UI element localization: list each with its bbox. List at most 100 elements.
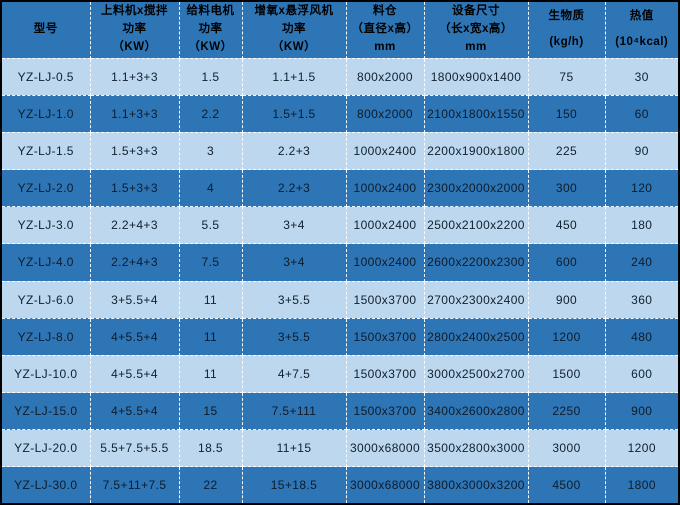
cell-feed-motor-power: 11 (178, 280, 243, 319)
cell-oxygen-fan-power: 7.5+111 (241, 392, 347, 431)
column-header-line: 料仓 (373, 5, 397, 18)
cell-oxygen-fan-power: 3+4 (241, 206, 347, 245)
cell-equipment-size: 3800x3000x3200 (423, 466, 529, 503)
column-header-biomass: 生物质 (kg/h) (527, 2, 606, 59)
cell-hopper-size: 1500x3700 (345, 280, 425, 319)
cell-equipment-size: 2200x1900x1800 (423, 131, 529, 171)
cell-hopper-size: 3000x68000 (345, 429, 425, 468)
cell-heat-value: 480 (604, 317, 678, 356)
table-row: YZ-LJ-0.5 1.1+3+3 1.5 1.1+1.5 800x2000 1800x9… (2, 57, 678, 96)
column-header-model: 型号 (2, 2, 91, 59)
cell-feed-motor-power: 3 (178, 131, 243, 171)
column-header-line: 增氧x悬浮风机 (254, 5, 334, 18)
column-header-line: 设备尺寸 (452, 5, 500, 18)
cell-feed-motor-power: 15 (178, 392, 243, 431)
cell-hopper-size: 1500x3700 (345, 317, 425, 356)
cell-equipment-size: 2100x1800x1550 (423, 94, 529, 133)
cell-heat-value: 240 (604, 243, 678, 282)
cell-biomass: 3000 (527, 429, 606, 468)
cell-hopper-size: 1000x2400 (345, 169, 425, 208)
table-row: YZ-LJ-1.5 1.5+3+3 3 2.2+3 1000x2400 2200x1900… (2, 131, 678, 171)
cell-model: YZ-LJ-15.0 (2, 392, 91, 431)
column-header-oxygen-fan-power: 增氧x悬浮风机 功率 （KW） (241, 2, 347, 59)
table-row: YZ-LJ-3.0 2.2+4+3 5.5 3+4 1000x2400 2500x2100… (2, 206, 678, 245)
cell-biomass: 300 (527, 169, 606, 208)
column-header-line: （KW） (112, 40, 157, 53)
header-row: 型号 上料机x搅拌 功率 （KW） 给料电机 功率 （KW） 增氧x悬浮风机 功率 （KW） 料仓 （… (2, 2, 678, 59)
cell-model: YZ-LJ-3.0 (2, 206, 91, 245)
cell-model: YZ-LJ-0.5 (2, 57, 91, 96)
cell-oxygen-fan-power: 2.2+3 (241, 169, 347, 208)
column-header-line: (10⁴kcal) (615, 36, 669, 49)
column-header-hopper-size: 料仓 （直径x高） mm (345, 2, 425, 59)
spec-table-body: YZ-LJ-0.5 1.1+3+3 1.5 1.1+1.5 800x2000 1800x9… (2, 57, 678, 503)
cell-heat-value: 600 (604, 354, 678, 394)
column-header-line: 功率 (198, 22, 223, 35)
cell-biomass: 1200 (527, 317, 606, 356)
table-row: YZ-LJ-8.0 4+5.5+4 11 3+5.5 1500x3700 2800x240… (2, 317, 678, 356)
cell-hopper-size: 1500x3700 (345, 354, 425, 394)
cell-hopper-size: 1000x2400 (345, 243, 425, 282)
cell-heat-value: 1200 (604, 429, 678, 468)
cell-hopper-size: 3000x68000 (345, 466, 425, 503)
cell-oxygen-fan-power: 4+7.5 (241, 354, 347, 394)
cell-model: YZ-LJ-4.0 (2, 243, 91, 282)
cell-equipment-size: 2800x2400x2500 (423, 317, 529, 356)
cell-equipment-size: 2500x2100x2200 (423, 206, 529, 245)
column-header-line: （直径x高） (351, 22, 419, 35)
cell-model: YZ-LJ-1.0 (2, 94, 91, 133)
cell-biomass: 450 (527, 206, 606, 245)
cell-biomass: 2250 (527, 392, 606, 431)
cell-oxygen-fan-power: 3+4 (241, 243, 347, 282)
cell-hopper-size: 1500x3700 (345, 392, 425, 431)
cell-feeder-mixer-power: 4+5.5+4 (89, 392, 180, 431)
cell-feed-motor-power: 7.5 (178, 243, 243, 282)
cell-heat-value: 900 (604, 392, 678, 431)
cell-model: YZ-LJ-30.0 (2, 466, 91, 503)
cell-feed-motor-power: 11 (178, 317, 243, 356)
cell-heat-value: 360 (604, 280, 678, 319)
cell-heat-value: 180 (604, 206, 678, 245)
table-row: YZ-LJ-2.0 1.5+3+3 4 2.2+3 1000x2400 2300x2000… (2, 169, 678, 208)
cell-feeder-mixer-power: 1.5+3+3 (89, 131, 180, 171)
cell-biomass: 900 (527, 280, 606, 319)
cell-hopper-size: 1000x2400 (345, 131, 425, 171)
cell-oxygen-fan-power: 1.1+1.5 (241, 57, 347, 96)
cell-oxygen-fan-power: 11+15 (241, 429, 347, 468)
cell-feeder-mixer-power: 2.2+4+3 (89, 206, 180, 245)
column-header-line: mm (374, 40, 396, 53)
column-header-line: 给料电机 (186, 5, 235, 18)
cell-oxygen-fan-power: 1.5+1.5 (241, 94, 347, 133)
column-header-line: 功率 (122, 22, 147, 35)
column-header-feeder-mixer-power: 上料机x搅拌 功率 （KW） (89, 2, 180, 59)
column-header-line: 型号 (33, 22, 58, 35)
cell-feed-motor-power: 11 (178, 354, 243, 394)
cell-model: YZ-LJ-2.0 (2, 169, 91, 208)
cell-feed-motor-power: 5.5 (178, 206, 243, 245)
cell-hopper-size: 800x2000 (345, 57, 425, 96)
table-row: YZ-LJ-4.0 2.2+4+3 7.5 3+4 1000x2400 2600x2200… (2, 243, 678, 282)
table-row: YZ-LJ-15.0 4+5.5+4 15 7.5+111 1500x3700 3400x… (2, 392, 678, 431)
cell-equipment-size: 3500x2800x3000 (423, 429, 529, 468)
cell-heat-value: 1800 (604, 466, 678, 503)
cell-feeder-mixer-power: 2.2+4+3 (89, 243, 180, 282)
cell-model: YZ-LJ-1.5 (2, 131, 91, 171)
column-header-feed-motor-power: 给料电机功率 （KW） (178, 2, 243, 59)
cell-equipment-size: 2700x2300x2400 (423, 280, 529, 319)
cell-model: YZ-LJ-6.0 (2, 280, 91, 319)
cell-biomass: 225 (527, 131, 606, 171)
cell-feeder-mixer-power: 1.1+3+3 (89, 57, 180, 96)
cell-feed-motor-power: 4 (178, 169, 243, 208)
column-header-line: （KW） (271, 40, 317, 53)
column-header-line: 热值 (629, 9, 654, 22)
cell-feeder-mixer-power: 7.5+11+7.5 (89, 466, 180, 503)
column-header-equipment-size: 设备尺寸 （长x宽x高） mm (423, 2, 529, 59)
cell-equipment-size: 2300x2000x2000 (423, 169, 529, 208)
cell-oxygen-fan-power: 3+5.5 (241, 317, 347, 356)
cell-biomass: 1500 (527, 354, 606, 394)
cell-feeder-mixer-power: 3+5.5+4 (89, 280, 180, 319)
cell-equipment-size: 1800x900x1400 (423, 57, 529, 96)
spec-table-header: 型号 上料机x搅拌 功率 （KW） 给料电机 功率 （KW） 增氧x悬浮风机 功率 （KW） 料仓 （… (2, 2, 678, 59)
column-header-line: （KW） (188, 40, 233, 53)
